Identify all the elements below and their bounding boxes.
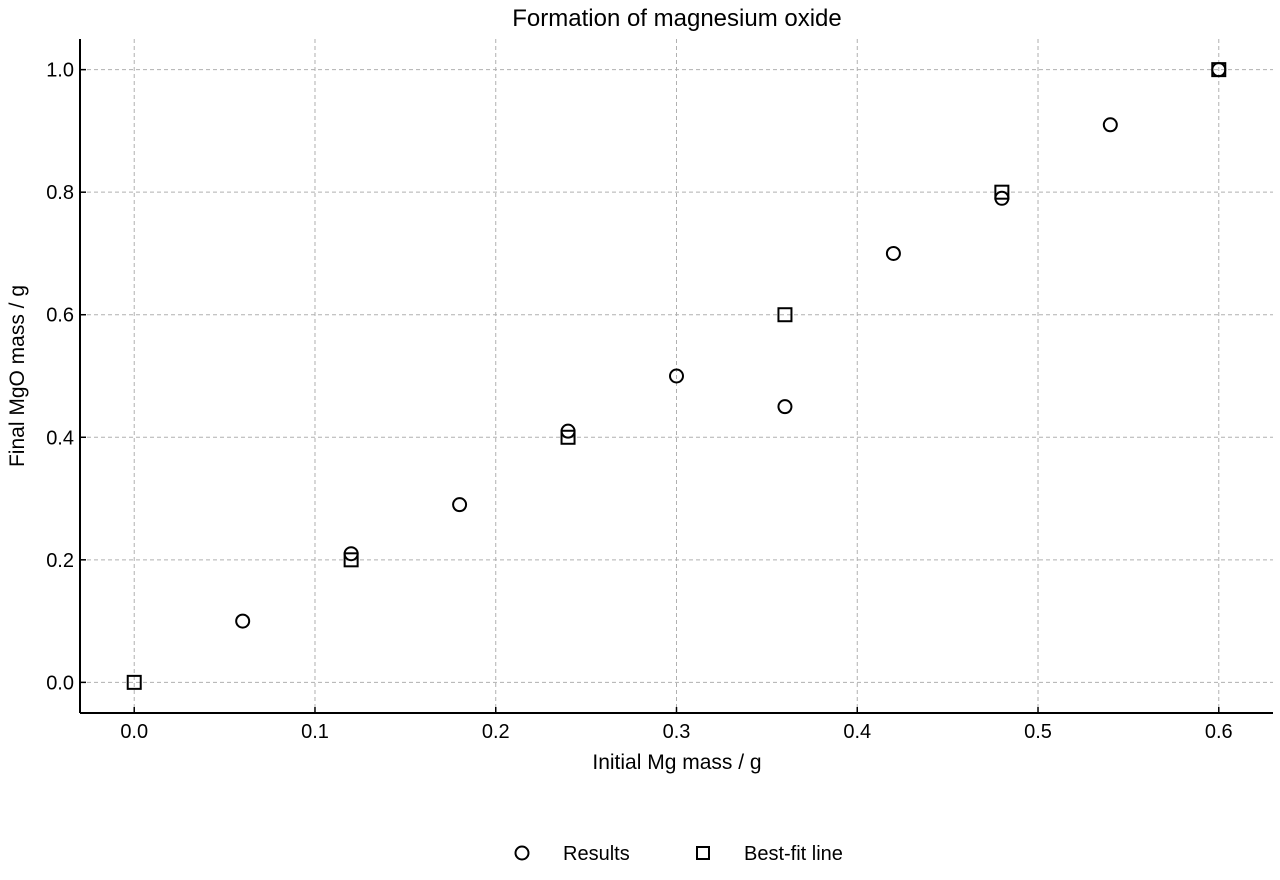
legend: Results Best-fit line bbox=[514, 843, 843, 865]
results-point bbox=[1102, 117, 1118, 133]
y-axis-label: Final MgO mass / g bbox=[6, 285, 29, 467]
results-point bbox=[452, 497, 468, 513]
best-fit-point bbox=[126, 674, 142, 690]
best-fit-point bbox=[777, 307, 793, 323]
results-point bbox=[235, 613, 251, 629]
results-point bbox=[777, 399, 793, 415]
results-point bbox=[669, 368, 684, 384]
x-tick-label: 0.1 bbox=[301, 721, 329, 743]
best-fit-point bbox=[343, 552, 359, 568]
marker-layer bbox=[126, 62, 1227, 690]
chart-title: Formation of magnesium oxide bbox=[512, 5, 841, 32]
results-point bbox=[885, 245, 901, 261]
x-tick-label: 0.2 bbox=[482, 721, 510, 743]
y-tick-label: 0.0 bbox=[46, 672, 74, 694]
legend-label-best-fit: Best-fit line bbox=[744, 843, 843, 865]
y-tick-label: 0.4 bbox=[46, 427, 74, 449]
legend-marker-results bbox=[514, 845, 530, 861]
tick-layer: 0.0 0.1 0.2 0.3 0.4 0.5 0.6 0.0 0.2 0.4 0.6 0.8 1.0 bbox=[46, 60, 1232, 743]
grid-layer bbox=[80, 39, 1273, 713]
y-tick-label: 0.2 bbox=[46, 550, 74, 572]
x-tick-label: 0.5 bbox=[1024, 721, 1052, 743]
legend-marker-best-fit bbox=[696, 846, 710, 860]
best-fit-point bbox=[994, 184, 1010, 200]
x-tick-label: 0.0 bbox=[120, 721, 148, 743]
x-tick-label: 0.6 bbox=[1205, 721, 1233, 743]
y-tick-label: 1.0 bbox=[46, 60, 74, 82]
legend-label-results: Results bbox=[563, 843, 630, 865]
x-tick-label: 0.4 bbox=[843, 721, 871, 743]
x-axis-label: Initial Mg mass / g bbox=[592, 751, 761, 774]
x-tick-label: 0.3 bbox=[663, 721, 691, 743]
best-fit-point bbox=[560, 429, 576, 445]
y-tick-label: 0.8 bbox=[46, 182, 74, 204]
y-tick-label: 0.6 bbox=[46, 305, 74, 327]
best-fit-point bbox=[1211, 62, 1227, 78]
